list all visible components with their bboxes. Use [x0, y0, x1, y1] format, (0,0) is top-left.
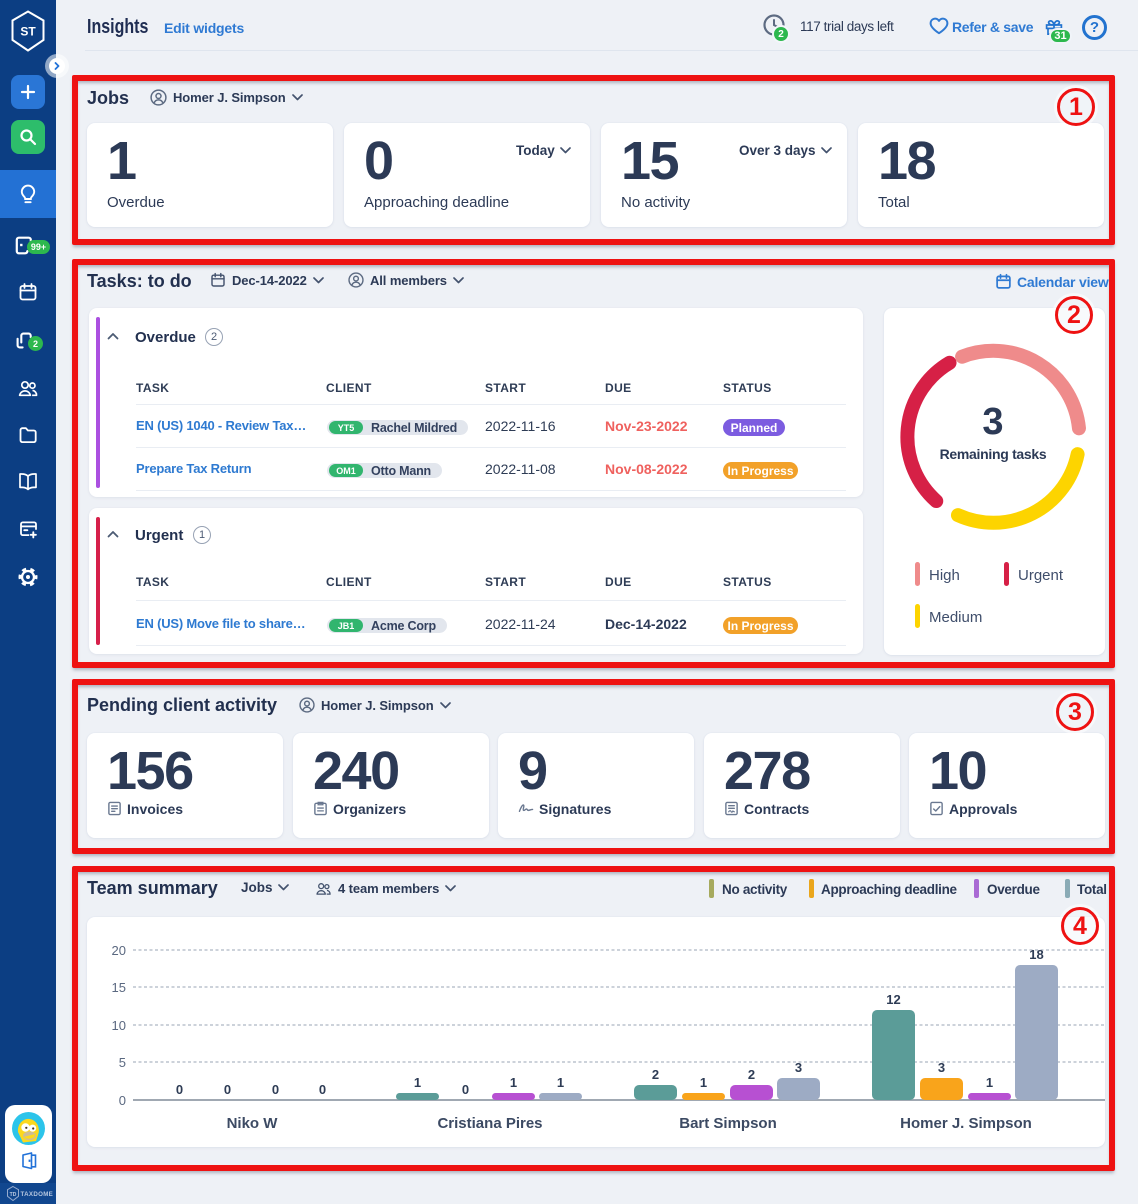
svg-text:TD: TD: [10, 1192, 17, 1198]
svg-text:TAXDOME: TAXDOME: [21, 1191, 54, 1198]
svg-text:ST: ST: [20, 25, 36, 39]
svg-text:Remaining tasks: Remaining tasks: [940, 446, 1047, 462]
svg-text:3: 3: [982, 401, 1003, 443]
